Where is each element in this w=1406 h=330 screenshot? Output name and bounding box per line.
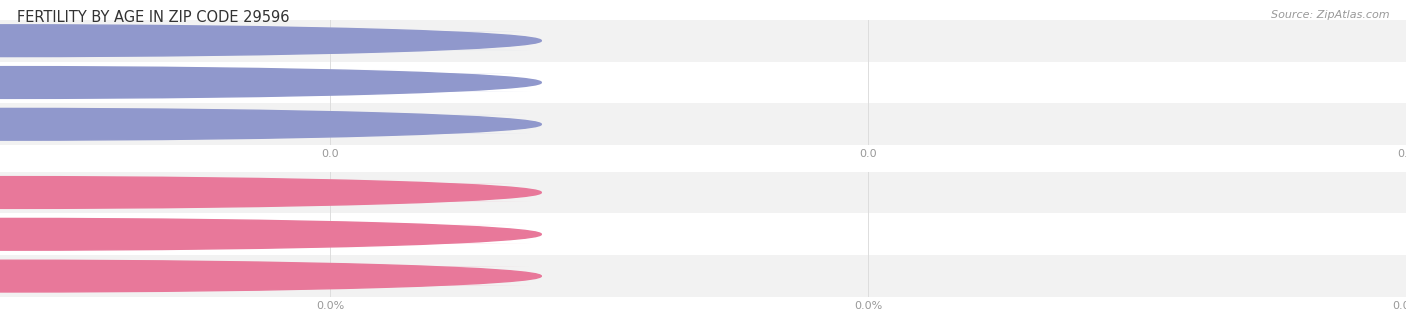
Text: 20 to 34 years: 20 to 34 years [77,229,157,239]
FancyBboxPatch shape [0,180,401,206]
FancyBboxPatch shape [46,31,531,50]
FancyBboxPatch shape [0,20,1406,62]
Text: 0.0%: 0.0% [276,271,302,281]
Text: 15 to 19 years: 15 to 19 years [77,187,157,197]
Text: FERTILITY BY AGE IN ZIP CODE 29596: FERTILITY BY AGE IN ZIP CODE 29596 [17,10,290,25]
Circle shape [0,109,541,140]
Circle shape [0,177,541,208]
FancyBboxPatch shape [0,263,401,289]
Text: 0.0: 0.0 [280,119,298,129]
Circle shape [0,260,541,292]
FancyBboxPatch shape [0,28,401,54]
Text: 20 to 34 years: 20 to 34 years [77,78,157,87]
FancyBboxPatch shape [0,221,401,247]
Text: Source: ZipAtlas.com: Source: ZipAtlas.com [1271,10,1389,20]
FancyBboxPatch shape [46,225,531,244]
Text: 0.0%: 0.0% [276,229,302,239]
Circle shape [0,67,541,98]
Circle shape [0,25,541,56]
FancyBboxPatch shape [46,115,531,134]
FancyBboxPatch shape [0,255,1406,297]
FancyBboxPatch shape [0,172,1406,214]
FancyBboxPatch shape [0,70,401,95]
FancyBboxPatch shape [0,111,401,137]
Text: 35 to 50 years: 35 to 50 years [77,271,157,281]
Text: 0.0%: 0.0% [276,187,302,197]
Circle shape [0,218,541,250]
FancyBboxPatch shape [0,62,1406,103]
FancyBboxPatch shape [0,214,1406,255]
FancyBboxPatch shape [46,183,531,202]
FancyBboxPatch shape [46,267,531,285]
Text: 0.0: 0.0 [280,36,298,46]
FancyBboxPatch shape [0,103,1406,145]
Text: 15 to 19 years: 15 to 19 years [77,36,157,46]
Text: 35 to 50 years: 35 to 50 years [77,119,157,129]
FancyBboxPatch shape [46,73,531,92]
Text: 0.0: 0.0 [280,78,298,87]
